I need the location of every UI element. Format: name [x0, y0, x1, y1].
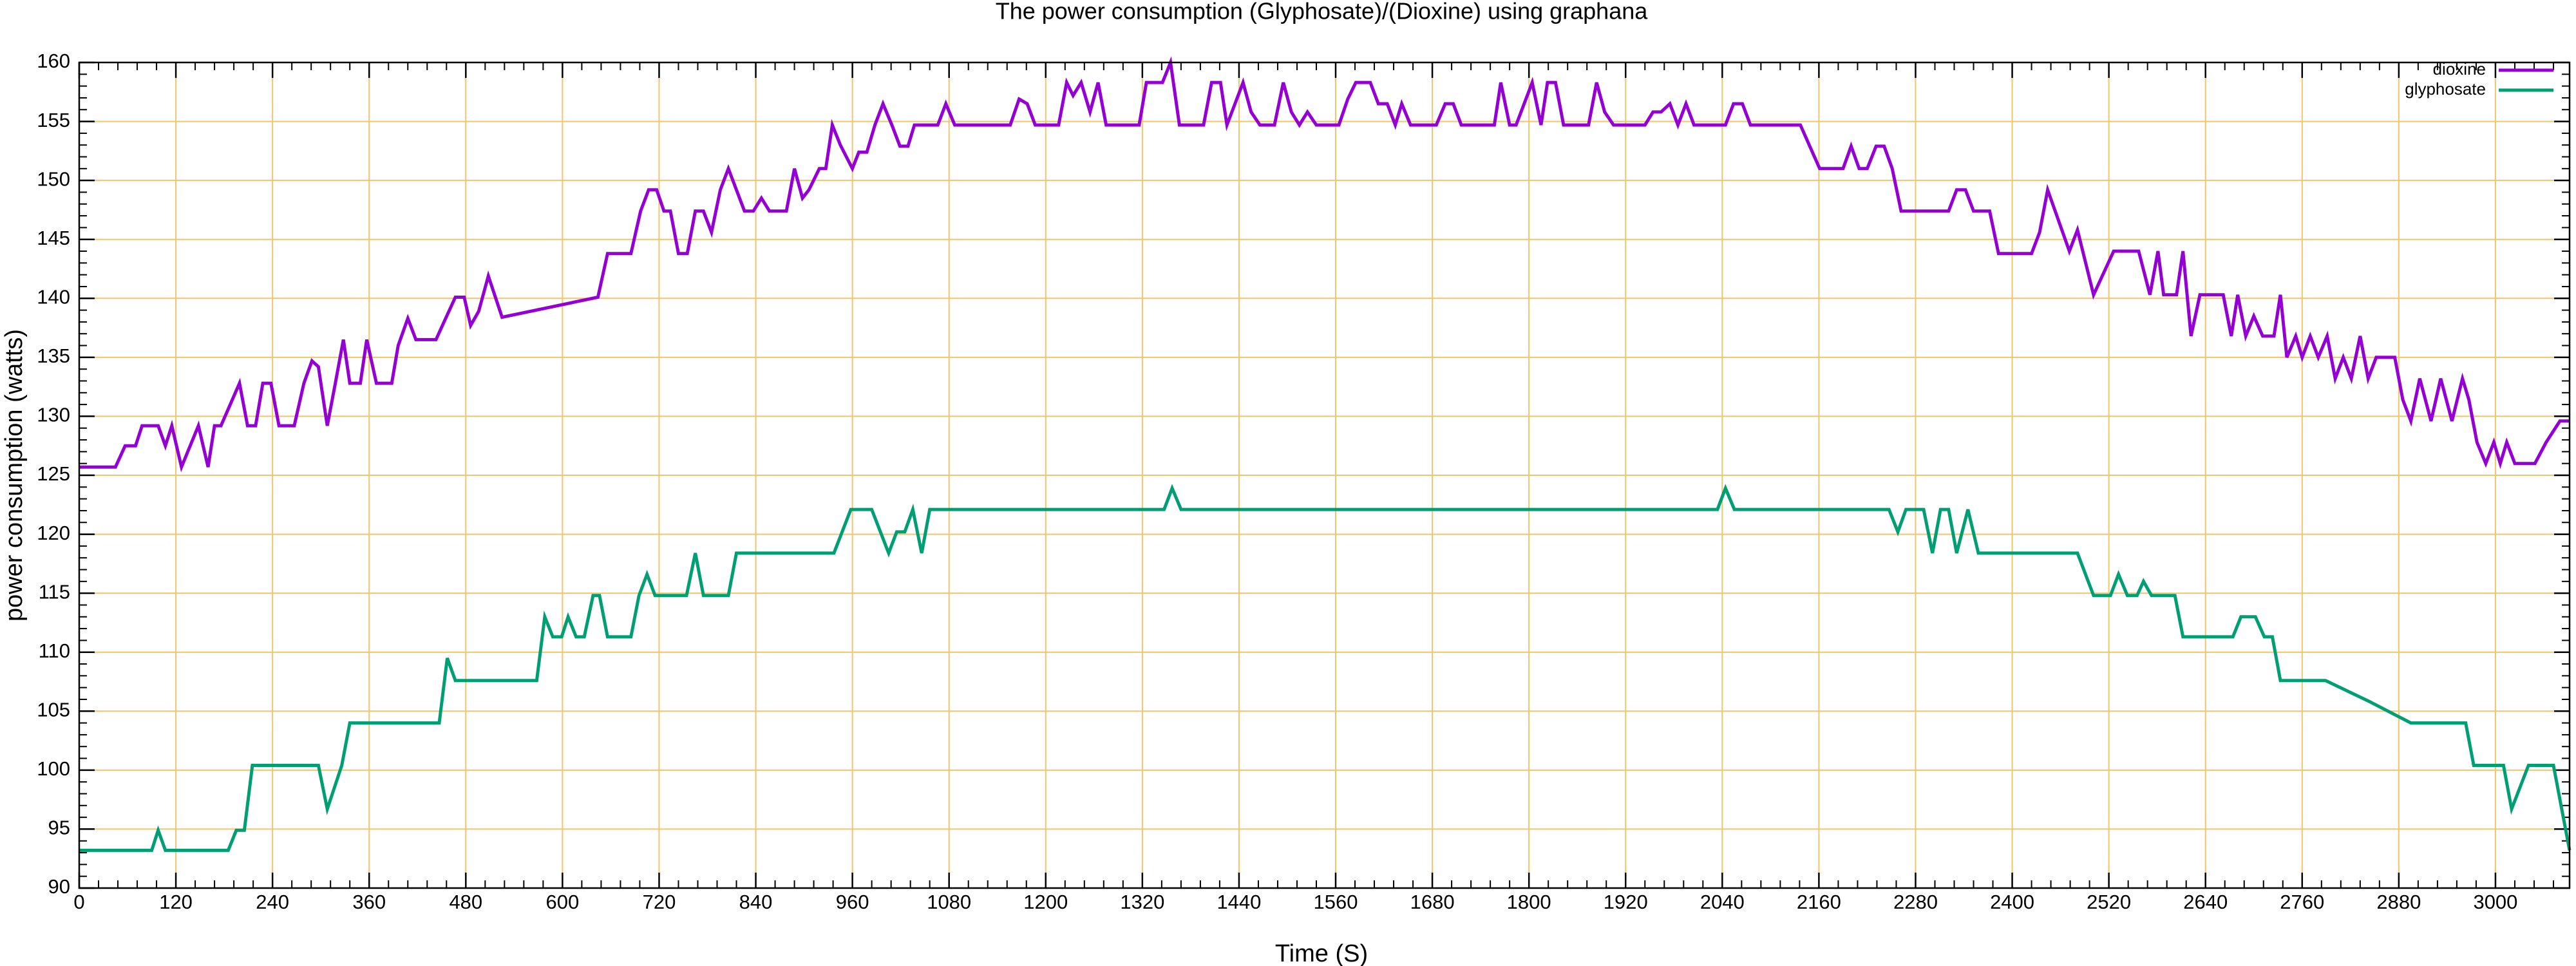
- y-tick-label: 130: [37, 404, 70, 426]
- series-line: [79, 484, 2571, 852]
- x-tick-label: 1440: [1217, 891, 1261, 913]
- x-tick-label: 0: [73, 891, 84, 913]
- x-axis-label: Time (S): [1275, 940, 1368, 966]
- x-tick-label: 3000: [2473, 891, 2517, 913]
- y-tick-label: 125: [37, 462, 70, 485]
- x-tick-label: 1920: [1604, 891, 1648, 913]
- y-tick-label: 120: [37, 522, 70, 544]
- x-tick-label: 1200: [1023, 891, 1068, 913]
- y-tick-label: 160: [37, 50, 70, 72]
- x-tick-label: 1680: [1410, 891, 1455, 913]
- x-tick-label: 2640: [2183, 891, 2228, 913]
- y-tick-label: 100: [37, 757, 70, 780]
- x-tick-label: 840: [739, 891, 773, 913]
- y-tick-label: 135: [37, 345, 70, 367]
- y-tick-label: 115: [39, 580, 70, 603]
- x-tick-label: 600: [546, 891, 580, 913]
- lines: [79, 56, 2571, 852]
- y-tick-label: 150: [37, 167, 70, 190]
- x-tick-label: 120: [159, 891, 193, 913]
- y-tick-label: 140: [37, 285, 70, 308]
- x-tick-label: 2160: [1797, 891, 1841, 913]
- chart-title: The power consumption (Glyphosate)/(Diox…: [996, 0, 1649, 24]
- x-tick-label: 2280: [1893, 891, 1938, 913]
- y-axis-label: power consumption (watts): [1, 329, 28, 621]
- x-tick-label: 720: [643, 891, 676, 913]
- plot-frame: [78, 61, 2571, 889]
- y-tick-label: 155: [37, 109, 70, 131]
- x-tick-label: 240: [256, 891, 289, 913]
- y-tick-label: 110: [39, 639, 70, 662]
- x-tick-label: 2760: [2280, 891, 2324, 913]
- x-tick-label: 2400: [1990, 891, 2034, 913]
- y-tick-label: 95: [48, 817, 70, 839]
- y-tick-label: 105: [37, 698, 70, 721]
- x-tick-label: 2880: [2376, 891, 2421, 913]
- x-tick-label: 360: [352, 891, 386, 913]
- y-tick-label: 90: [48, 875, 70, 898]
- x-tick-label: 480: [449, 891, 482, 913]
- legend-label: glyphosate: [2405, 79, 2486, 99]
- y-tick-label: 145: [37, 227, 70, 249]
- x-tick-label: 2520: [2087, 891, 2131, 913]
- x-tick-label: 1320: [1120, 891, 1164, 913]
- x-tick-label: 1080: [927, 891, 971, 913]
- x-tick-label: 1560: [1314, 891, 1358, 913]
- ticks: 0 120 240 360 480 600 720 840 960 1080 1200 1320 144…: [37, 50, 2570, 913]
- legend-label: dioxine: [2433, 59, 2486, 79]
- x-tick-label: 1800: [1507, 891, 1551, 913]
- x-tick-label: 2040: [1700, 891, 1745, 913]
- series-line: [79, 56, 2570, 473]
- x-tick-label: 960: [836, 891, 869, 913]
